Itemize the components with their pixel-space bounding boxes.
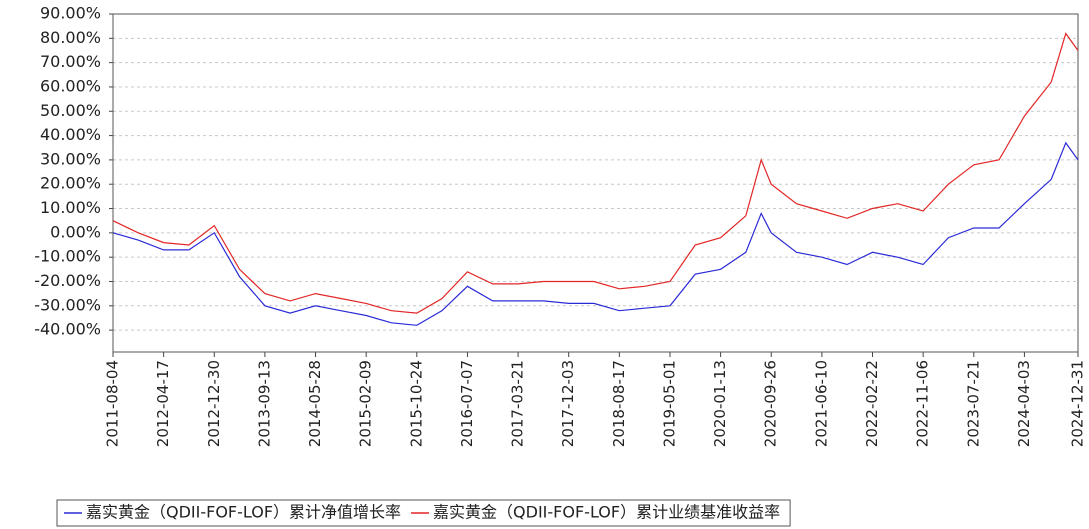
x-tick-label: 2017-03-21: [509, 360, 527, 447]
series-line: [112, 141, 1079, 326]
x-tick-label: 2012-04-17: [154, 360, 172, 447]
x-tick-label: 2024-04-03: [1015, 360, 1033, 447]
plot-frame: [112, 13, 1079, 353]
x-tick-label: 2023-07-21: [964, 360, 982, 447]
y-tick-label: -10.00%: [34, 247, 101, 266]
y-tick-label: -20.00%: [34, 271, 101, 290]
y-tick-label: 80.00%: [40, 28, 101, 47]
y-tick-label: 90.00%: [40, 4, 101, 23]
x-tick-label: 2012-12-30: [205, 360, 223, 447]
x-tick-label: 2019-05-01: [660, 360, 678, 447]
x-tick-label: 2011-08-04: [104, 360, 122, 447]
series-line: [112, 32, 1079, 314]
x-tick-label: 2021-06-10: [812, 360, 830, 447]
x-tick-label: 2014-05-28: [306, 360, 324, 447]
y-tick-label: -40.00%: [34, 320, 101, 339]
y-tick-label: 50.00%: [40, 101, 101, 120]
x-tick-label: 2015-10-24: [407, 360, 425, 447]
y-tick-label: 10.00%: [40, 198, 101, 217]
x-tick-label: 2020-09-26: [762, 360, 780, 447]
x-tick-label: 2024-12-31: [1069, 360, 1087, 447]
x-tick-label: 2013-09-13: [255, 360, 273, 447]
x-tick-label: 2016-07-07: [458, 360, 476, 447]
y-tick-label: 40.00%: [40, 125, 101, 144]
x-tick-label: 2022-11-06: [914, 360, 932, 447]
legend-label: 嘉实黄金（QDII-FOF-LOF）累计净值增长率: [86, 503, 401, 522]
x-tick-label: 2015-02-09: [357, 360, 375, 447]
y-tick-label: 70.00%: [40, 52, 101, 71]
legend: 嘉实黄金（QDII-FOF-LOF）累计净值增长率 嘉实黄金（QDII-FOF-L…: [56, 499, 791, 527]
y-tick-label: 0.00%: [50, 222, 101, 241]
y-tick-label: 20.00%: [40, 174, 101, 193]
x-tick-label: 2020-01-13: [711, 360, 729, 447]
x-tick-label: 2022-02-22: [863, 360, 881, 447]
x-tick-label: 2018-08-17: [610, 360, 628, 447]
y-tick-label: 30.00%: [40, 149, 101, 168]
legend-label: 嘉实黄金（QDII-FOF-LOF）累计业绩基准收益率: [433, 503, 780, 522]
y-tick-label: 60.00%: [40, 76, 101, 95]
y-tick-label: -30.00%: [34, 295, 101, 314]
x-tick-label: 2017-12-03: [559, 360, 577, 447]
